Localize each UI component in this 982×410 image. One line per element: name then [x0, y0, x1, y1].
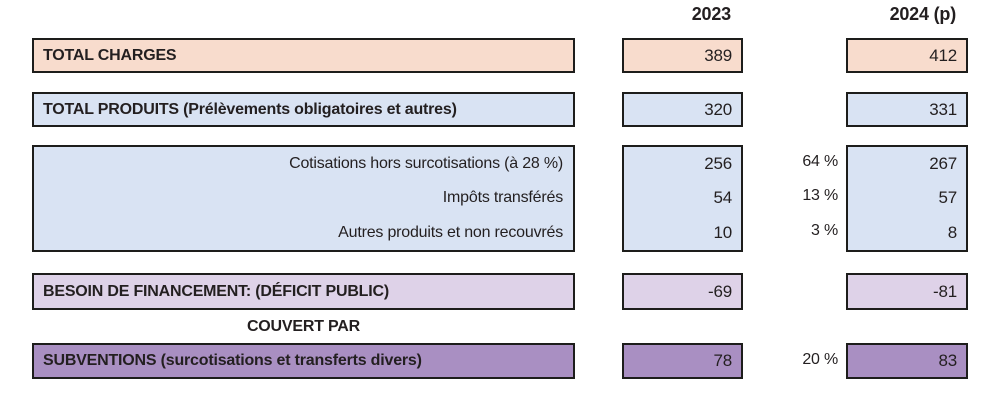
total-produits-value-2024: 331: [846, 92, 968, 127]
column-header-2024: 2024 (p): [889, 4, 957, 24]
detail-value-2023-autres: 10: [713, 222, 732, 242]
besoin-financement-value-2023: -69: [622, 273, 743, 310]
total-charges-label: TOTAL CHARGES: [32, 38, 575, 73]
subventions-value-2024: 83: [846, 343, 968, 379]
detail-share-autres: 3 %: [811, 221, 838, 239]
total-charges-value-2023: 389: [622, 38, 743, 73]
besoin-financement-value-2024: -81: [846, 273, 968, 310]
detail-label-impots: Impôts transférés: [442, 189, 563, 207]
detail-label-autres: Autres produits et non recouvrés: [338, 223, 563, 241]
produits-detail-labels-box: Cotisations hors surcotisations (à 28 %)…: [32, 145, 575, 252]
couvert-par-text: COUVERT PAR: [246, 318, 361, 335]
produits-detail-values-2024-box: 267 57 8: [846, 145, 968, 252]
besoin-financement-label: BESOIN DE FINANCEMENT: (DÉFICIT PUBLIC): [32, 273, 575, 310]
produits-detail-values-2023-box: 256 54 10: [622, 145, 743, 252]
subventions-value-2023: 78: [622, 343, 743, 379]
total-charges-value-2024: 412: [846, 38, 968, 73]
detail-label-cotisations: Cotisations hors surcotisations (à 28 %): [289, 155, 563, 172]
produits-detail-shares-column: 64 % 13 % 3 %: [750, 145, 838, 252]
detail-value-2023-cotisations: 256: [704, 154, 732, 173]
detail-value-2023-impots: 54: [713, 188, 732, 208]
subventions-label: SUBVENTIONS (surcotisations et transfert…: [32, 343, 575, 379]
total-produits-label: TOTAL PRODUITS (Prélèvements obligatoire…: [32, 92, 575, 127]
column-header-2023: 2023: [691, 4, 731, 24]
detail-share-cotisations: 64 %: [802, 153, 838, 170]
subventions-share: 20 %: [802, 351, 838, 368]
total-produits-value-2023: 320: [622, 92, 743, 127]
detail-value-2024-impots: 57: [938, 188, 957, 208]
detail-value-2024-cotisations: 267: [929, 154, 957, 173]
detail-value-2024-autres: 8: [947, 222, 957, 242]
detail-share-impots: 13 %: [802, 187, 838, 205]
